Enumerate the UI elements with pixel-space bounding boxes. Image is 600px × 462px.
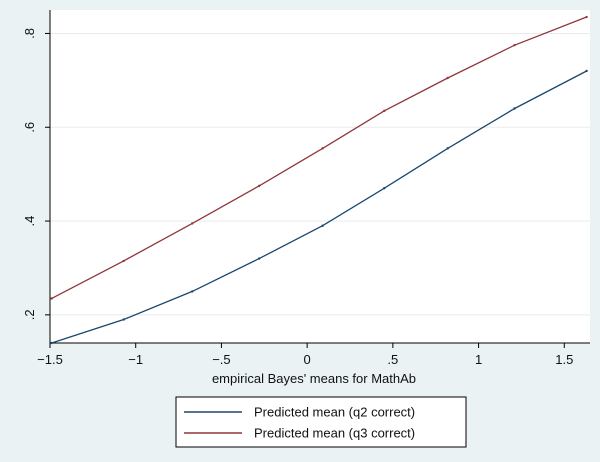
series-lines [50, 15, 588, 345]
y-tick-label: .2 [22, 309, 37, 320]
data-point [122, 318, 125, 321]
y-tick-label: .4 [22, 216, 37, 227]
data-point [383, 187, 386, 190]
x-tick-label: .5 [387, 352, 398, 367]
data-point [257, 257, 261, 260]
legend-label-1: Predicted mean (q2 correct) [254, 405, 415, 420]
data-point [50, 341, 53, 345]
data-point [191, 222, 194, 225]
data-point [513, 43, 516, 47]
x-tick-label: 1 [475, 352, 482, 367]
y-tick-label: .6 [22, 122, 37, 133]
data-point [446, 76, 449, 80]
legend-label-2: Predicted mean (q3 correct) [254, 426, 415, 441]
x-axis-title: empirical Bayes' means for MathAb [212, 371, 416, 386]
axes [49, 10, 590, 344]
data-point [585, 69, 588, 73]
plot-area [50, 10, 590, 343]
x-ticks: −1.5 −1 −.5 0 .5 1 1.5 [37, 343, 573, 367]
data-point [585, 15, 588, 19]
data-point [513, 107, 516, 110]
data-point [383, 109, 386, 113]
x-tick-label: −1.5 [37, 352, 63, 367]
data-point [446, 147, 449, 150]
data-point [191, 290, 194, 293]
data-point [257, 184, 261, 188]
x-tick-label: −.5 [212, 352, 230, 367]
data-point [122, 259, 125, 263]
grid-lines [50, 32, 590, 316]
data-point [321, 224, 324, 227]
data-point [321, 147, 324, 150]
x-tick-label: 0 [304, 352, 311, 367]
x-tick-label: −1 [128, 352, 143, 367]
x-tick-label: 1.5 [555, 352, 573, 367]
data-point [50, 297, 53, 300]
legend-box [175, 396, 467, 448]
legend: Predicted mean (q2 correct) Predicted mea… [175, 396, 467, 448]
y-ticks: .2 .4 .6 .8 [22, 28, 50, 320]
y-tick-label: .8 [22, 28, 37, 39]
